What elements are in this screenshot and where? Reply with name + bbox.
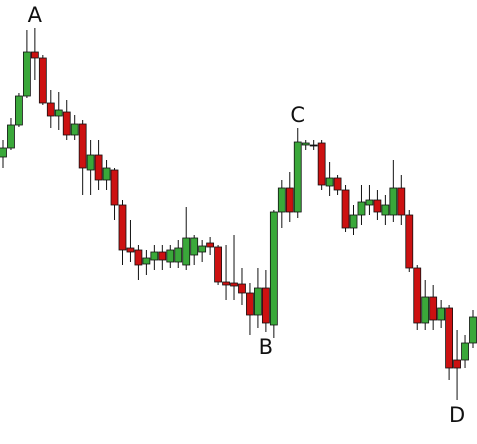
candle-body (325, 177, 334, 187)
candle-body (365, 199, 374, 206)
candle-body (166, 249, 175, 263)
candle-body (261, 287, 270, 324)
candle-body (373, 199, 382, 213)
annotation: C (290, 103, 305, 127)
candle-body (46, 102, 55, 117)
candle-body (389, 187, 398, 216)
candle-body (86, 154, 95, 171)
candle-body (78, 123, 87, 169)
candle-body (453, 359, 461, 369)
candle-body (142, 257, 151, 265)
candle-body (110, 169, 119, 206)
candle-body (349, 214, 358, 229)
candle-body (381, 204, 390, 216)
candle-body (118, 204, 127, 251)
candle-body (254, 287, 262, 316)
candle-body (94, 154, 103, 181)
candle-body (238, 283, 246, 294)
candle-body (0, 147, 7, 158)
candle-body (341, 189, 350, 229)
candle-body (102, 167, 111, 181)
candle-body (357, 201, 366, 216)
candle-body (309, 144, 318, 147)
candle-body (70, 123, 79, 136)
candle-body (15, 95, 23, 126)
candle-body (222, 281, 230, 286)
candle-body (54, 109, 63, 117)
candle-body (333, 177, 342, 191)
candle-body (437, 307, 446, 321)
candle-body (30, 51, 39, 59)
candle-body (174, 247, 183, 263)
candle-body (285, 187, 294, 213)
candle-body (150, 251, 159, 261)
candle-body (230, 282, 238, 287)
candle-body (198, 245, 207, 253)
candle-body (126, 247, 135, 253)
candle-body (38, 57, 47, 104)
annotation: B (259, 335, 273, 359)
candle-body (317, 142, 326, 186)
candle-body (445, 307, 454, 369)
candle-body (190, 237, 199, 256)
candle-body (413, 267, 422, 324)
candle-body (269, 211, 278, 326)
candle-body (293, 141, 302, 213)
annotation: D (449, 403, 465, 427)
candle-body (134, 249, 143, 266)
candle-body (421, 296, 430, 324)
candle-body (461, 342, 469, 361)
candle-body (158, 251, 167, 261)
candle-body (397, 187, 406, 216)
candle-body (405, 214, 414, 269)
candle-body (246, 292, 254, 316)
candle-body (7, 124, 15, 149)
candle-body (429, 296, 438, 321)
candle-body (206, 242, 215, 248)
candle-body (62, 111, 71, 136)
candle-body (22, 51, 31, 97)
candle-body (182, 237, 191, 266)
candle-body (301, 142, 310, 146)
candle-body (469, 316, 477, 344)
candle-body (214, 246, 222, 283)
candle-body (277, 187, 286, 213)
annotation: A (28, 3, 43, 27)
